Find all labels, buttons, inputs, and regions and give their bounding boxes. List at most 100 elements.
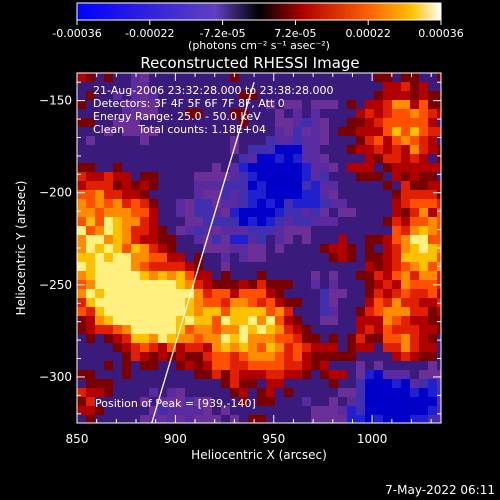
heatmap-cell xyxy=(401,235,411,245)
heatmap-cell xyxy=(122,154,132,164)
heatmap-cell xyxy=(401,154,411,164)
heatmap-cell xyxy=(266,289,276,299)
heatmap-cell xyxy=(104,244,114,254)
heatmap-cell xyxy=(437,379,441,389)
heatmap-cell xyxy=(383,298,393,308)
heatmap-cell xyxy=(257,397,267,407)
heatmap-cell xyxy=(104,136,114,146)
heatmap-cell xyxy=(347,415,357,423)
heatmap-cell xyxy=(194,208,204,218)
heatmap-cell xyxy=(176,217,186,227)
heatmap-cell xyxy=(419,343,429,353)
heatmap-cell xyxy=(167,100,177,110)
heatmap-cell xyxy=(167,127,177,137)
heatmap-cell xyxy=(383,127,393,137)
heatmap-cell xyxy=(194,280,204,290)
heatmap-cell xyxy=(428,109,438,119)
heatmap-cell xyxy=(104,325,114,335)
heatmap-cell xyxy=(86,73,96,83)
heatmap-cell xyxy=(275,127,285,137)
heatmap-cell xyxy=(131,289,141,299)
heatmap-cell xyxy=(293,334,303,344)
heatmap-cell xyxy=(437,244,441,254)
heatmap-cell xyxy=(230,127,240,137)
heatmap-cell xyxy=(113,118,123,128)
heatmap-cell xyxy=(131,91,141,101)
annotations: 21-Aug-2006 23:32:28.000 to 23:38:28.000… xyxy=(93,84,334,410)
heatmap-cell xyxy=(167,361,177,371)
heatmap-cell xyxy=(293,388,303,398)
heatmap-cell xyxy=(104,190,114,200)
heatmap-cell xyxy=(275,82,285,92)
heatmap-cell xyxy=(212,208,222,218)
heatmap-cell xyxy=(230,334,240,344)
heatmap-cell xyxy=(194,334,204,344)
heatmap-cell xyxy=(239,361,249,371)
heatmap-cell xyxy=(257,235,267,245)
heatmap-cell xyxy=(149,163,159,173)
heatmap-cell xyxy=(392,262,402,272)
heatmap-cell xyxy=(221,181,231,191)
heatmap-cell xyxy=(104,109,114,119)
heatmap-cell xyxy=(113,109,123,119)
heatmap-cell xyxy=(383,388,393,398)
heatmap-cell xyxy=(302,82,312,92)
heatmap-cell xyxy=(203,325,213,335)
heatmap-cell xyxy=(275,235,285,245)
heatmap-cell xyxy=(194,127,204,137)
heatmap-cell xyxy=(302,181,312,191)
heatmap-cell xyxy=(131,244,141,254)
heatmap-cell xyxy=(401,316,411,326)
heatmap-cell xyxy=(284,289,294,299)
heatmap-cell xyxy=(347,190,357,200)
heatmap-cell xyxy=(230,370,240,380)
heatmap-cell xyxy=(158,82,168,92)
heatmap-cell xyxy=(176,127,186,137)
heatmap-cell xyxy=(212,325,222,335)
heatmap-cell xyxy=(113,154,123,164)
heatmap-cell xyxy=(257,163,267,173)
heatmap-cell xyxy=(77,163,87,173)
heatmap-cell xyxy=(230,379,240,389)
heatmap-cell xyxy=(104,280,114,290)
heatmap-cell xyxy=(329,235,339,245)
heatmap-cell xyxy=(230,109,240,119)
heatmap-cell xyxy=(410,217,420,227)
heatmap-cell xyxy=(221,190,231,200)
heatmap-cell xyxy=(239,307,249,317)
heatmap-cell xyxy=(437,136,441,146)
heatmap-cell xyxy=(320,127,330,137)
heatmap-cell xyxy=(248,163,258,173)
heatmap-cell xyxy=(374,127,384,137)
heatmap-cell xyxy=(257,82,267,92)
heatmap-cell xyxy=(302,406,312,416)
heatmap-cell xyxy=(86,91,96,101)
colorbar-gradient xyxy=(76,2,442,21)
heatmap-cell xyxy=(266,199,276,209)
heatmap-cell xyxy=(95,397,105,407)
heatmap-cell xyxy=(140,370,150,380)
heatmap-cell xyxy=(401,397,411,407)
heatmap-cell xyxy=(194,325,204,335)
heatmap-cell xyxy=(329,181,339,191)
heatmap-cell xyxy=(122,244,132,254)
heatmap-cell xyxy=(140,307,150,317)
heatmap-cell xyxy=(365,325,375,335)
heatmap-cell xyxy=(149,91,159,101)
heatmap-cell xyxy=(410,280,420,290)
heatmap-cell xyxy=(140,127,150,137)
heatmap-cell xyxy=(266,163,276,173)
heatmap-cell xyxy=(77,136,87,146)
heatmap-cell xyxy=(248,226,258,236)
heatmap-cell xyxy=(122,307,132,317)
heatmap-cell xyxy=(320,379,330,389)
heatmap-cell xyxy=(185,325,195,335)
colorbar-tick-label: -7.2e-05 xyxy=(199,27,245,40)
heatmap-cell xyxy=(230,271,240,281)
heatmap-cell xyxy=(275,199,285,209)
heatmap-cell xyxy=(437,361,441,371)
heatmap-cell xyxy=(428,127,438,137)
heatmap-cell xyxy=(266,352,276,362)
heatmap-cell xyxy=(275,271,285,281)
heatmap-cell xyxy=(77,217,87,227)
